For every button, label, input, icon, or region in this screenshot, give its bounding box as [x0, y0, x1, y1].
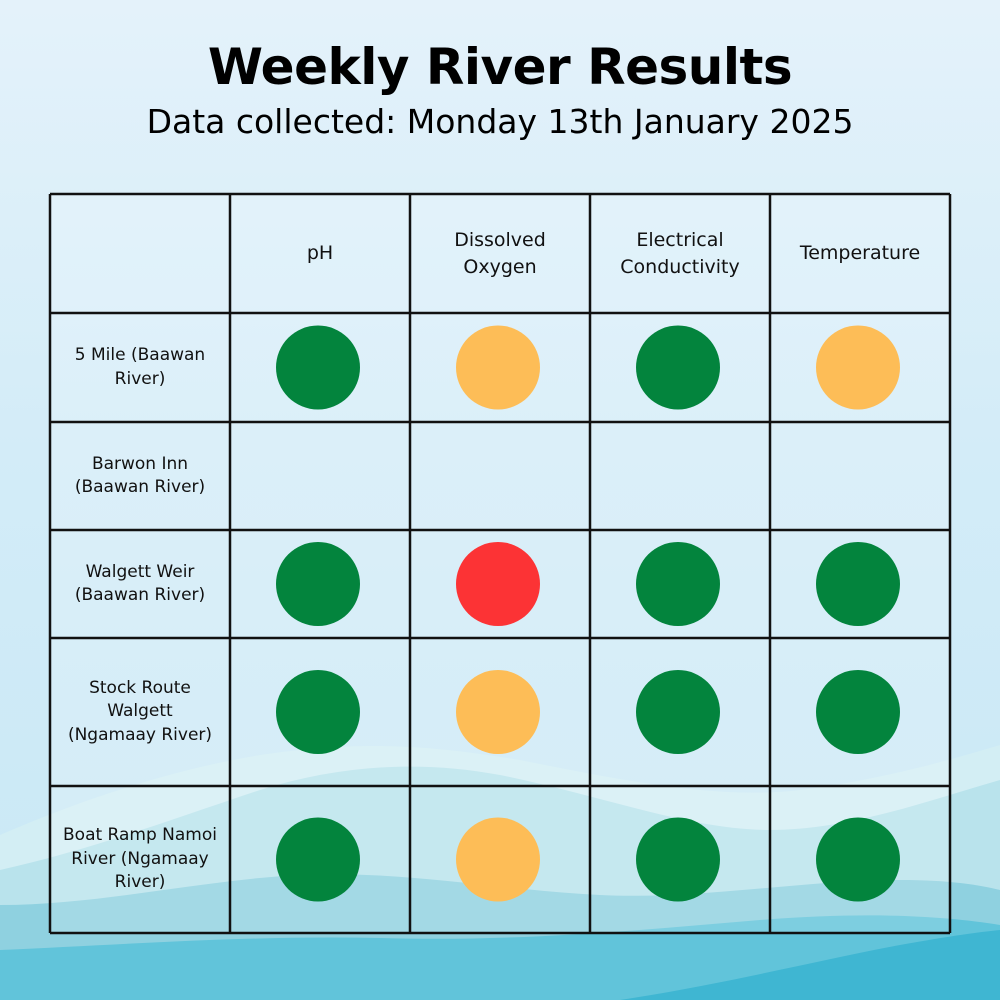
status-dot-good: [816, 817, 900, 902]
site-label: Barwon Inn (Baawan River): [74, 453, 206, 497]
wave-deep: [620, 930, 1000, 1000]
status-dot-good: [636, 670, 720, 754]
table-cell: [50, 786, 230, 933]
status-dot-poor: [456, 542, 540, 626]
column-header: pH: [306, 242, 334, 265]
status-dot-moderate: [456, 817, 540, 902]
column-header: Dissolved Oxygen: [454, 229, 546, 278]
table-cell: [50, 422, 230, 530]
table-cell: [410, 422, 590, 530]
table-cell: [230, 422, 410, 530]
status-dot-good: [276, 817, 360, 902]
table-cell: [590, 422, 770, 530]
site-label: Stock Route Walgett (Ngamaay River): [67, 677, 213, 745]
table-cell: [410, 194, 590, 313]
column-header: Electrical Conductivity: [620, 229, 740, 278]
table-cell: [770, 422, 950, 530]
site-label: 5 Mile (Baawan River): [74, 345, 206, 389]
status-dot-good: [636, 817, 720, 902]
page-title: Weekly River Results: [207, 38, 793, 96]
table-cell: [590, 194, 770, 313]
status-dot-moderate: [816, 325, 900, 410]
table-cell: [50, 194, 230, 313]
table-cell: [50, 530, 230, 638]
table-cell: [230, 194, 410, 313]
table-cell: [770, 194, 950, 313]
table-cell: [50, 313, 230, 422]
status-dot-good: [276, 670, 360, 754]
status-dot-good: [636, 325, 720, 410]
site-label: Boat Ramp Namoi River (Ngamaay River): [63, 825, 217, 893]
status-dot-moderate: [456, 325, 540, 410]
status-dot-good: [276, 325, 360, 410]
status-dot-good: [816, 670, 900, 754]
column-header: Temperature: [799, 242, 921, 265]
status-dot-moderate: [456, 670, 540, 754]
status-dot-good: [636, 542, 720, 626]
status-dot-good: [816, 542, 900, 626]
site-label: Walgett Weir (Baawan River): [74, 561, 206, 605]
status-dot-good: [276, 542, 360, 626]
table-cell: [50, 638, 230, 786]
page-subtitle: Data collected: Monday 13th January 2025: [146, 102, 854, 141]
